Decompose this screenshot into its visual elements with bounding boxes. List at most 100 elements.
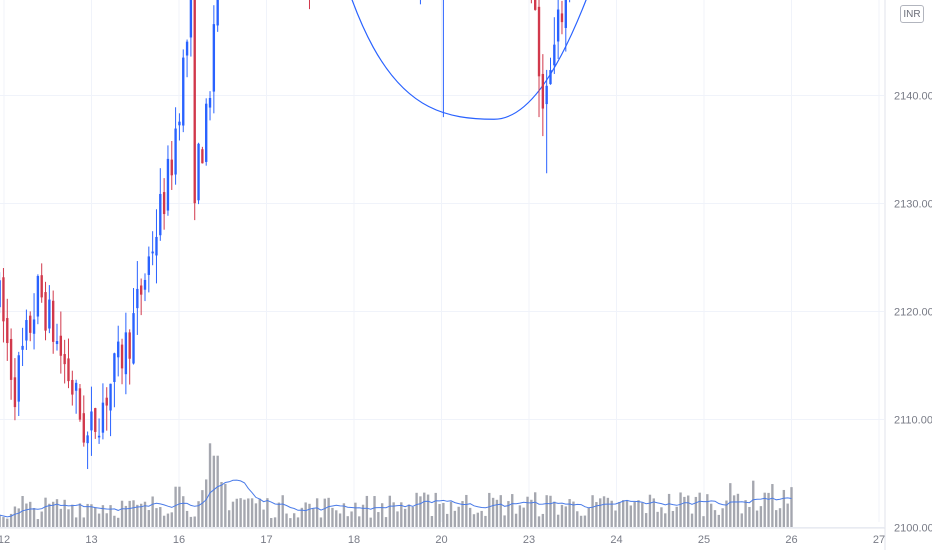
volume-bar: [446, 513, 449, 527]
volume-bar: [365, 495, 369, 527]
volume-bar: [526, 496, 529, 527]
volume-bar: [602, 496, 606, 527]
volume-bar: [82, 517, 85, 527]
volume-bar: [606, 497, 610, 527]
x-tick-label: 26: [785, 534, 797, 546]
cup-curve: [351, 0, 587, 120]
volume-bar: [380, 503, 384, 527]
volume-bar: [683, 496, 686, 527]
candle-up: [97, 435, 101, 438]
volume-bar: [752, 480, 755, 527]
y-tick-label: 2100.00: [894, 523, 932, 535]
volume-bar: [235, 498, 238, 527]
volume-bar: [208, 443, 212, 527]
candle-up: [178, 121, 181, 126]
candle-up: [159, 193, 162, 236]
volume-bar: [327, 497, 330, 527]
volume-bar: [759, 506, 763, 527]
volume-bar: [289, 518, 292, 527]
currency-badge[interactable]: INR: [900, 5, 924, 23]
candle-down: [162, 192, 166, 215]
candle-up: [155, 236, 158, 256]
volume-bar: [411, 506, 414, 527]
candle-up: [55, 341, 59, 345]
volume-bar: [511, 494, 514, 527]
volume-bar: [656, 511, 659, 527]
volume-bar: [415, 492, 418, 527]
volume-bar: [227, 510, 231, 527]
candles: [0, 0, 571, 470]
volume-bar: [21, 496, 24, 527]
volume-bar: [109, 505, 112, 527]
x-tick-label: 23: [523, 534, 535, 546]
volume-bar: [136, 504, 139, 527]
volume-bar: [556, 514, 560, 527]
volume-bar: [587, 507, 590, 527]
volume-bars: [0, 443, 793, 527]
candle-down: [67, 358, 70, 382]
volume-bar: [101, 505, 105, 527]
candle-up: [17, 355, 20, 402]
pattern-drawings: [351, 0, 587, 120]
candle-up: [556, 9, 560, 42]
volume-bar: [553, 501, 556, 527]
candle-up: [25, 320, 28, 341]
candle-down: [13, 377, 17, 408]
volume-bar: [13, 506, 17, 527]
volume-bar: [499, 495, 502, 527]
volume-bar: [224, 483, 227, 527]
x-tick-label: 13: [85, 534, 97, 546]
candle-up: [185, 41, 189, 56]
volume-bar: [476, 512, 479, 527]
volume-bar: [293, 513, 296, 527]
volume-bar: [17, 508, 20, 527]
candle-down: [541, 73, 545, 109]
volume-bar: [576, 511, 579, 527]
volume-bar: [468, 507, 472, 527]
volume-bar: [423, 492, 426, 527]
volume-bar: [63, 499, 66, 527]
candle-up: [74, 382, 78, 391]
volume-bar: [671, 510, 675, 527]
candle-up: [143, 279, 147, 290]
candle-up: [136, 288, 139, 309]
volume-moving-average: [0, 479, 792, 518]
volume-bar: [124, 505, 128, 527]
volume-bar: [461, 501, 464, 527]
volume-bar: [644, 513, 648, 527]
volume-bar: [633, 502, 636, 527]
volume-bar: [281, 495, 284, 527]
volume-bar: [755, 510, 759, 527]
price-axis[interactable]: 2100.002110.002120.002130.002140.002150.…: [884, 0, 932, 550]
volume-bar: [189, 516, 193, 527]
volume-bar: [273, 517, 277, 527]
volume-bar: [151, 496, 154, 527]
volume-bar: [729, 483, 732, 527]
volume-bar: [572, 501, 575, 527]
volume-bar: [71, 504, 74, 527]
volume-bar: [51, 501, 55, 527]
grid: [0, 0, 884, 528]
x-tick-label: 20: [435, 534, 447, 546]
volume-bar: [453, 510, 457, 527]
time-axis[interactable]: 12 13 16 17 18 20 23 24 25 26 27: [0, 527, 885, 546]
volume-bar: [629, 505, 633, 527]
volume-bar: [767, 492, 770, 527]
volume-ma-line: [0, 479, 792, 518]
volume-bar: [78, 503, 82, 527]
volume-bar: [86, 503, 89, 527]
volume-bar: [771, 484, 774, 527]
volume-bar: [205, 479, 208, 527]
volume-bar: [44, 497, 47, 527]
volume-bar: [384, 517, 388, 527]
volume-bar: [648, 494, 652, 527]
x-tick-label: 24: [610, 534, 622, 546]
volume-bar: [128, 500, 131, 527]
volume-bar: [514, 513, 518, 527]
volume-bar: [396, 511, 399, 527]
volume-bar: [679, 492, 682, 527]
candle-up: [549, 70, 552, 85]
candle-down: [40, 275, 43, 298]
volume-bar: [285, 513, 288, 527]
